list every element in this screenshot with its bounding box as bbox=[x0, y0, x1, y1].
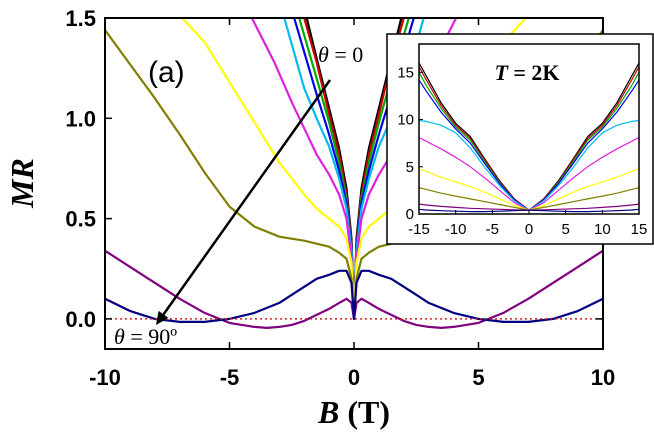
y-tick-label: 0.5 bbox=[65, 207, 96, 232]
inset-plot: -15 -10 -5 0 5 10 15 0 5 10 15 T = 2K bbox=[386, 33, 654, 245]
inset-y-ticks: 0 5 10 15 bbox=[397, 64, 423, 223]
inset-x-tick-label: 10 bbox=[594, 221, 611, 238]
x-tick-label: -10 bbox=[89, 365, 121, 390]
inset-x-tick-label: 5 bbox=[561, 221, 569, 238]
inset-x-tick-label: 0 bbox=[525, 221, 533, 238]
inset-x-tick-label: 15 bbox=[631, 221, 648, 238]
y-tick-label: 1.0 bbox=[65, 106, 96, 131]
main-annotations: θ = 0 θ = 90º (a) bbox=[114, 42, 363, 349]
x-tick-label: 5 bbox=[472, 365, 484, 390]
angle-arrow bbox=[162, 79, 332, 316]
mr-series-line-10 bbox=[105, 269, 603, 323]
x-tick-label: -5 bbox=[220, 365, 240, 390]
inset-y-tick-label: 10 bbox=[397, 112, 414, 129]
x-tick-label: 10 bbox=[591, 365, 615, 390]
angle-arrow-head bbox=[156, 310, 169, 325]
theta-zero-label: θ = 0 bbox=[318, 42, 363, 67]
theta-ninety-label: θ = 90º bbox=[114, 324, 177, 349]
inset-x-tick-label: -5 bbox=[486, 221, 499, 238]
main-plot: θ = 0 θ = 90º (a) -10 -5 0 5 10 0.0 0.5 1.0 1.5… bbox=[4, 6, 615, 430]
main-x-ticks: -10 -5 0 5 10 bbox=[89, 18, 615, 390]
x-tick-label: 0 bbox=[348, 365, 360, 390]
inset-y-tick-label: 0 bbox=[406, 206, 414, 223]
y-tick-label: 0.0 bbox=[65, 307, 96, 332]
y-tick-label: 1.5 bbox=[65, 6, 96, 31]
inset-x-ticks: -15 -10 -5 0 5 10 15 bbox=[408, 210, 647, 238]
inset-x-tick-label: -15 bbox=[408, 221, 430, 238]
inset-title: T = 2K bbox=[494, 60, 559, 85]
inset-y-tick-label: 5 bbox=[406, 159, 414, 176]
inset-y-tick-label: 15 bbox=[397, 64, 414, 81]
panel-label: (a) bbox=[148, 56, 185, 89]
x-axis-label: B (T) bbox=[317, 394, 390, 430]
main-y-ticks: 0.0 0.5 1.0 1.5 bbox=[65, 6, 603, 332]
y-axis-label: MR bbox=[4, 158, 40, 209]
inset-x-tick-label: -10 bbox=[445, 221, 467, 238]
